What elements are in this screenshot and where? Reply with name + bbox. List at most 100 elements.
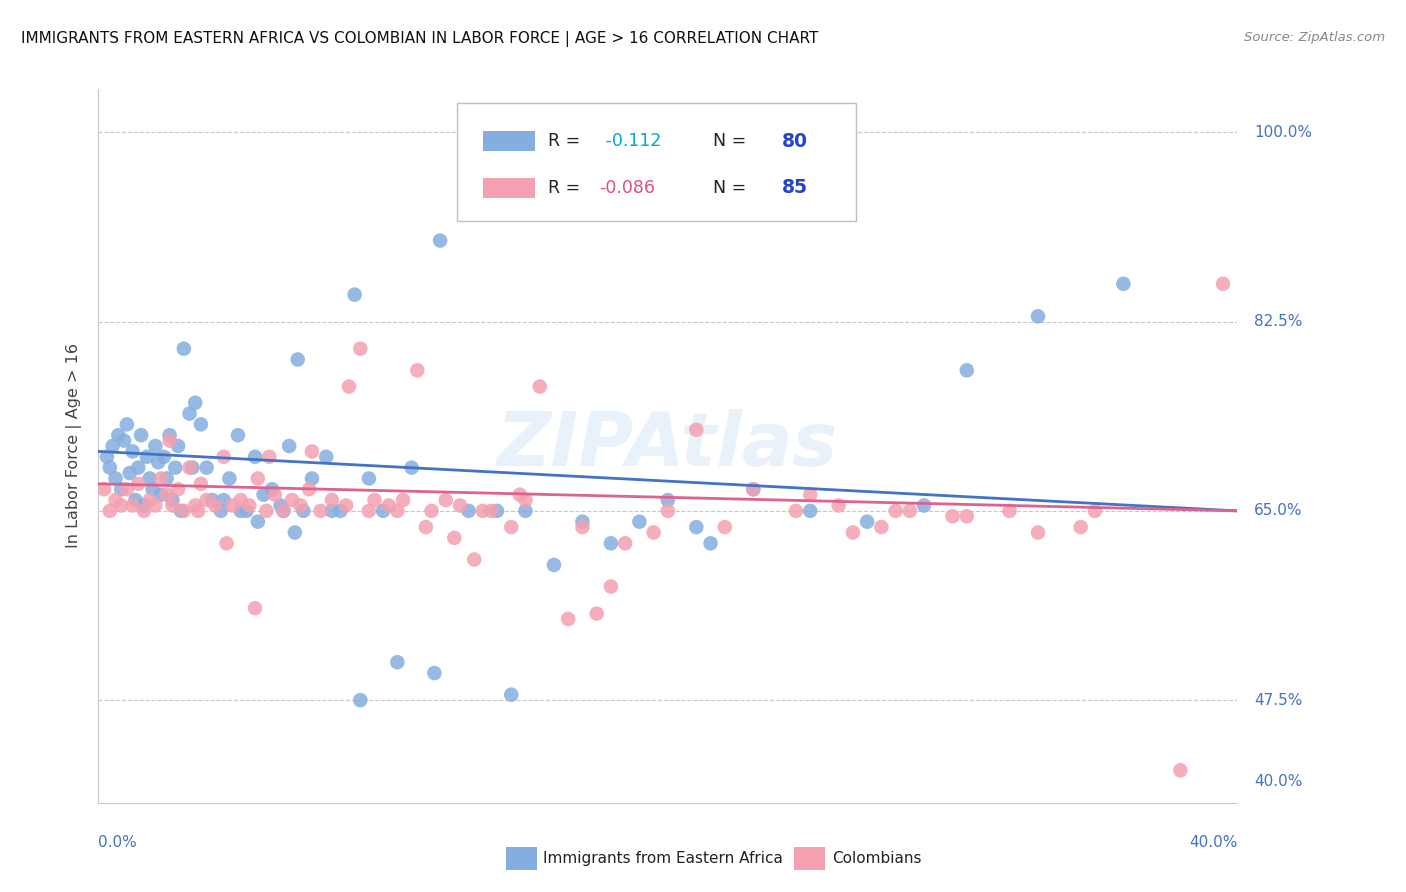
Point	[699, 536, 721, 550]
Point	[371, 504, 394, 518]
Point	[942, 509, 965, 524]
Point	[301, 444, 323, 458]
Point	[309, 504, 332, 518]
Point	[685, 520, 707, 534]
Point	[329, 504, 352, 518]
Text: 85: 85	[782, 178, 807, 197]
Point	[349, 693, 371, 707]
Point	[162, 499, 184, 513]
Text: 80: 80	[782, 132, 807, 151]
Point	[179, 460, 201, 475]
Point	[238, 499, 260, 513]
Point	[292, 504, 315, 518]
Point	[281, 493, 304, 508]
Point	[378, 499, 401, 513]
Point	[179, 407, 201, 421]
Text: -0.112: -0.112	[599, 132, 661, 150]
Point	[252, 488, 274, 502]
Point	[471, 504, 494, 518]
Text: 0.0%: 0.0%	[98, 835, 138, 850]
Point	[104, 471, 127, 485]
Point	[714, 520, 737, 534]
Point	[218, 471, 240, 485]
Point	[159, 428, 181, 442]
Point	[270, 499, 292, 513]
Point	[104, 493, 127, 508]
Point	[107, 428, 129, 442]
Point	[1026, 525, 1049, 540]
Point	[742, 482, 765, 496]
Point	[187, 504, 209, 518]
Point	[259, 450, 281, 464]
Point	[243, 450, 266, 464]
Text: -0.086: -0.086	[599, 178, 655, 196]
Point	[515, 493, 537, 508]
Point	[165, 460, 187, 475]
Point	[98, 460, 121, 475]
Point	[229, 493, 252, 508]
Point	[406, 363, 429, 377]
Point	[420, 504, 443, 518]
Point	[167, 482, 190, 496]
Point	[842, 525, 865, 540]
Point	[1212, 277, 1234, 291]
Point	[127, 476, 149, 491]
Point	[173, 342, 195, 356]
Point	[112, 434, 135, 448]
Point	[301, 471, 323, 485]
Point	[501, 688, 523, 702]
Point	[262, 482, 284, 496]
Point	[246, 515, 269, 529]
Point	[387, 504, 409, 518]
Point	[956, 509, 979, 524]
Point	[132, 499, 155, 513]
Point	[463, 552, 485, 566]
Point	[209, 504, 232, 518]
Point	[98, 504, 121, 518]
Point	[643, 525, 665, 540]
Point	[129, 428, 152, 442]
Point	[195, 493, 218, 508]
Point	[278, 439, 301, 453]
Point	[337, 379, 360, 393]
Text: 65.0%: 65.0%	[1254, 503, 1303, 518]
FancyBboxPatch shape	[457, 103, 856, 221]
Point	[156, 471, 179, 485]
Point	[898, 504, 921, 518]
Point	[479, 504, 502, 518]
Point	[628, 515, 651, 529]
Point	[343, 287, 366, 301]
Point	[501, 520, 523, 534]
Point	[264, 488, 287, 502]
Point	[287, 352, 309, 367]
Text: 47.5%: 47.5%	[1254, 692, 1303, 707]
Point	[856, 515, 879, 529]
Point	[515, 504, 537, 518]
Point	[150, 488, 173, 502]
Point	[235, 504, 257, 518]
Point	[121, 499, 143, 513]
Point	[138, 493, 160, 508]
Point	[799, 488, 821, 502]
Point	[273, 504, 295, 518]
Point	[127, 460, 149, 475]
Point	[884, 504, 907, 518]
Point	[321, 504, 343, 518]
Point	[443, 531, 465, 545]
Point	[600, 536, 623, 550]
Text: 40.0%: 40.0%	[1254, 773, 1303, 789]
Point	[184, 396, 207, 410]
Point	[600, 580, 623, 594]
Point	[212, 493, 235, 508]
Point	[423, 666, 446, 681]
Point	[243, 601, 266, 615]
Point	[429, 234, 451, 248]
Point	[349, 342, 371, 356]
Point	[150, 471, 173, 485]
Text: 100.0%: 100.0%	[1254, 125, 1312, 140]
Point	[357, 504, 380, 518]
Point	[298, 482, 321, 496]
Y-axis label: In Labor Force | Age > 16: In Labor Force | Age > 16	[66, 343, 83, 549]
Point	[226, 428, 249, 442]
Point	[156, 488, 179, 502]
